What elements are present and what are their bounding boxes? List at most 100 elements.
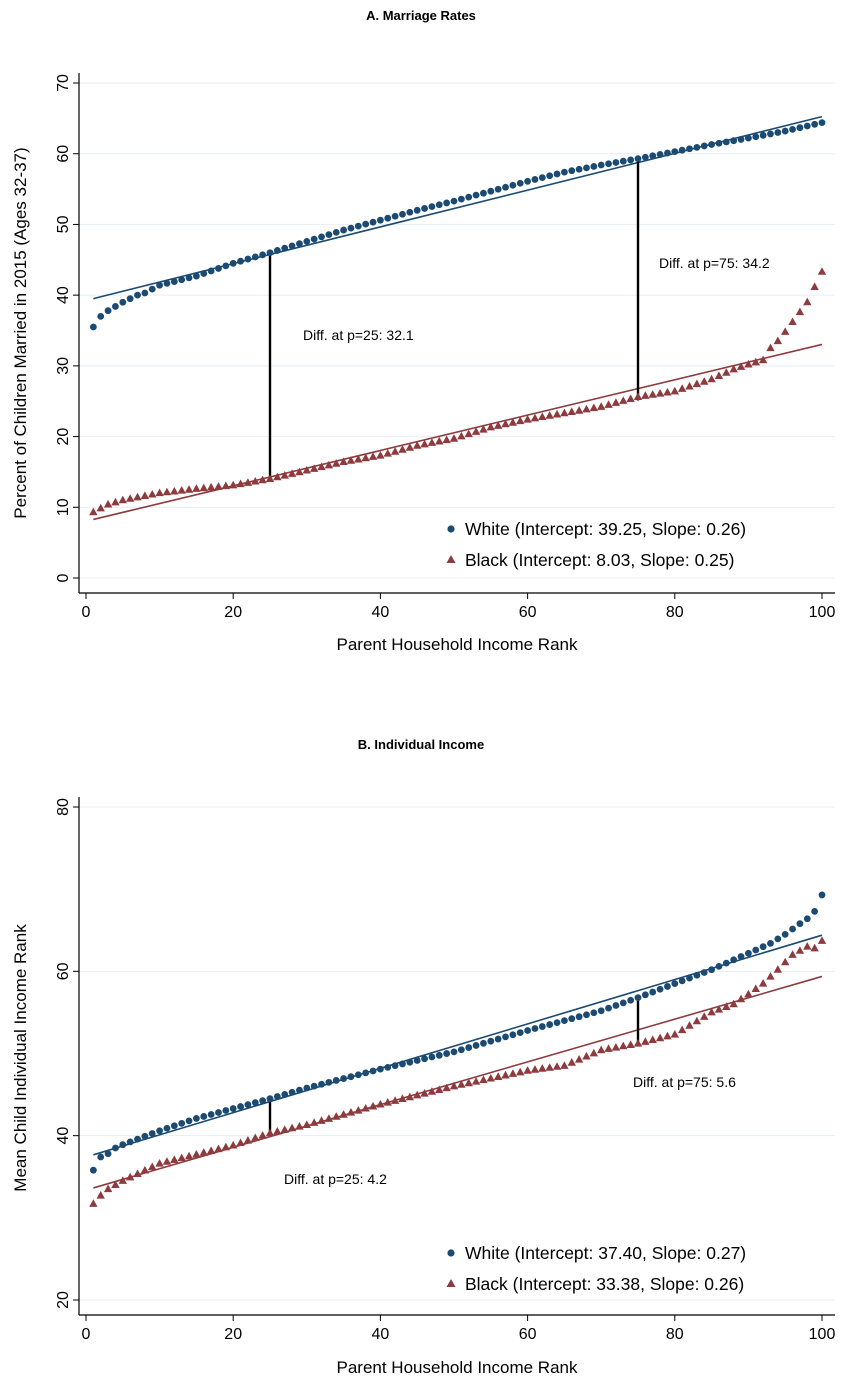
data-point-white: [553, 1019, 561, 1027]
data-point-black: [140, 491, 150, 499]
y-tick-label: 20: [55, 1291, 72, 1309]
data-point-black: [663, 1031, 672, 1040]
data-point-white: [745, 134, 752, 142]
data-point-black: [221, 481, 231, 490]
data-point-white: [664, 149, 671, 157]
data-point-black: [574, 406, 584, 414]
data-point-white: [332, 228, 340, 236]
data-point-white: [185, 1117, 193, 1125]
x-tick-label: 40: [372, 1326, 390, 1343]
data-point-white: [472, 191, 480, 199]
panel-marriage-rates: A. Marriage Rates 0 10 20 30 40 50 60 70 0 20 40 60…: [11, 8, 835, 654]
legend: White (Intercept: 39.25, Slope: 0.26) Bl…: [446, 519, 746, 570]
data-point-black: [177, 485, 186, 494]
data-point-white: [531, 176, 539, 183]
data-point-white: [678, 977, 686, 985]
data-point-black: [383, 1098, 392, 1106]
data-point-white: [325, 1078, 333, 1086]
data-point-black: [324, 460, 334, 469]
data-point-white: [112, 303, 119, 310]
data-point-white: [818, 891, 826, 899]
data-point-white: [502, 1033, 509, 1041]
data-point-white: [354, 1071, 362, 1079]
data-point-white: [509, 1031, 517, 1039]
data-point-black: [89, 1199, 98, 1207]
y-tick-label: 40: [55, 286, 72, 304]
data-point-black: [523, 415, 532, 423]
data-point-black: [758, 979, 768, 987]
data-point-black: [501, 1070, 510, 1079]
data-point-black: [744, 989, 753, 998]
data-point-black: [214, 1144, 223, 1153]
data-point-black: [641, 1037, 650, 1045]
data-point-white: [767, 939, 774, 947]
data-point-white: [222, 1107, 230, 1114]
data-point-white: [546, 1021, 554, 1028]
data-point-white: [619, 157, 627, 165]
data-point-white: [170, 1122, 178, 1130]
data-point-white: [207, 1111, 215, 1118]
data-point-black: [96, 1191, 105, 1199]
data-point-white: [480, 1039, 487, 1047]
data-point-black: [552, 409, 562, 418]
data-point-black: [420, 439, 429, 448]
data-point-black: [177, 1153, 186, 1162]
legend-label-white: White (Intercept: 39.25, Slope: 0.26): [465, 519, 746, 539]
data-point-black: [471, 1077, 481, 1085]
data-point-white: [546, 172, 554, 180]
data-point-white: [229, 259, 237, 267]
data-point-black: [803, 942, 812, 950]
data-point-white: [193, 272, 200, 280]
data-point-white: [583, 1011, 590, 1019]
x-tick-label: 100: [809, 604, 836, 621]
data-point-white: [163, 1124, 171, 1132]
data-point-white: [641, 991, 649, 999]
data-point-white: [597, 161, 605, 169]
data-point-white: [502, 183, 509, 191]
data-point-white: [435, 1051, 443, 1059]
data-point-black: [545, 1063, 554, 1071]
data-point-white: [104, 1150, 112, 1158]
data-point-black: [273, 472, 282, 481]
data-point-black: [309, 1118, 319, 1126]
data-point-black: [111, 1180, 120, 1188]
data-point-black: [192, 1149, 201, 1158]
data-point-white: [730, 956, 738, 964]
data-point-black: [302, 465, 311, 474]
data-point-black: [773, 336, 783, 345]
data-point-white: [722, 959, 730, 967]
data-point-white: [391, 212, 399, 220]
data-point-black: [420, 1088, 429, 1097]
data-point-black: [471, 427, 481, 435]
data-point-white: [686, 145, 693, 153]
data-point-white: [796, 920, 804, 928]
x-tick-label: 80: [666, 1326, 684, 1343]
data-point-black: [493, 421, 503, 429]
data-point-white: [619, 999, 627, 1007]
gap-label-p25: Diff. at p=25: 32.1: [303, 327, 414, 343]
data-point-white: [767, 130, 774, 138]
data-point-black: [258, 1131, 267, 1139]
data-point-white: [134, 291, 141, 299]
data-point-black: [655, 1033, 665, 1042]
data-point-black: [184, 485, 194, 493]
data-point-black: [295, 1122, 304, 1130]
data-point-black: [700, 377, 709, 385]
data-point-black: [229, 1140, 238, 1149]
y-tick-label: 0: [55, 573, 72, 582]
data-point-black: [714, 371, 724, 379]
data-point-black: [413, 441, 422, 449]
data-point-white: [811, 907, 819, 915]
data-point-black: [376, 1099, 385, 1108]
data-point-black: [273, 1126, 282, 1135]
fit-line-black: [93, 343, 823, 521]
data-point-black: [229, 480, 238, 489]
data-point-black: [324, 1114, 334, 1122]
x-axis-label: Parent Household Income Rank: [337, 635, 578, 654]
data-point-black: [781, 327, 790, 335]
data-point-black: [405, 443, 415, 451]
data-point-black: [722, 368, 731, 376]
data-point-white: [207, 267, 215, 275]
data-point-black: [751, 357, 760, 366]
data-point-black: [700, 1012, 709, 1020]
